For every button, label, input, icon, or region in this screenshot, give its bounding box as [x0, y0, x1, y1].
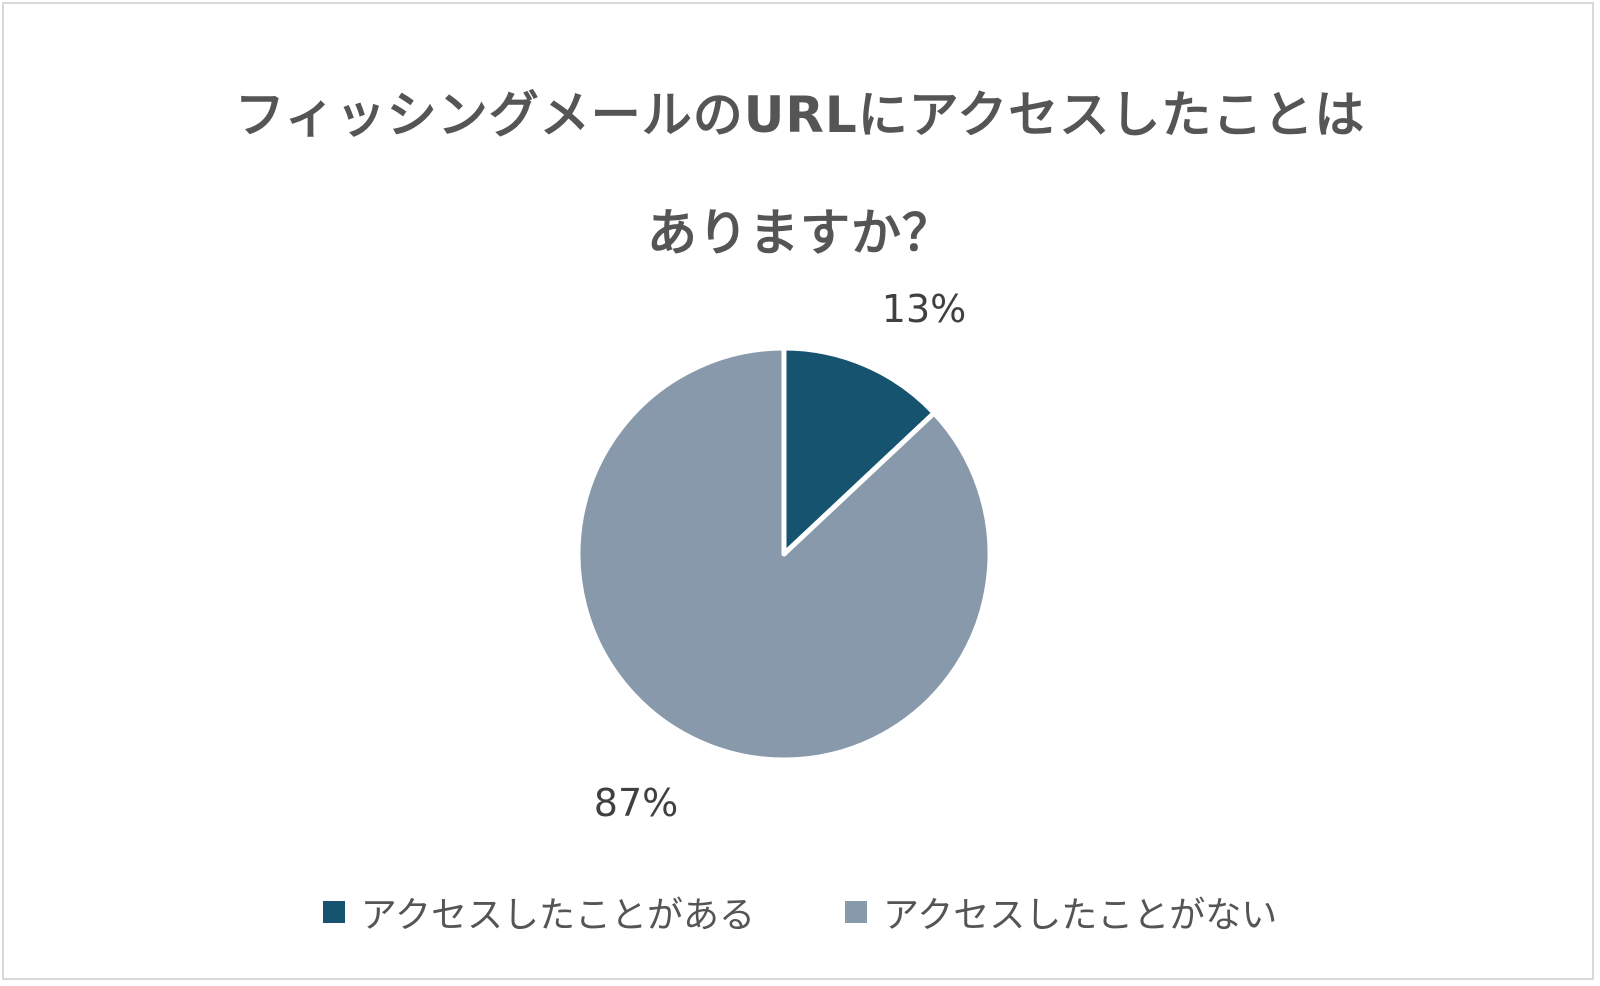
- legend-item-not-accessed: アクセスしたことがない: [845, 886, 1277, 938]
- chart-title-line-1: フィッシングメールのURLにアクセスしたことは: [234, 86, 1366, 144]
- pie-slice-accessed: [781, 345, 937, 557]
- legend-swatch-accessed: [322, 901, 345, 923]
- legend-label-accessed: アクセスしたことがある: [360, 895, 755, 936]
- legend-swatch-not-accessed: [845, 901, 867, 923]
- data-label-not-accessed: 87%: [594, 781, 678, 825]
- chart-legend: アクセスしたことがある アクセスしたことがない: [4, 886, 1596, 938]
- pie-data-labels: 13% 87%: [594, 287, 966, 825]
- data-label-accessed: 13%: [882, 287, 966, 331]
- pie-slices: [575, 345, 993, 763]
- chart-title: フィッシングメールのURLにアクセスしたことは ありますか？: [4, 56, 1596, 292]
- legend-item-accessed: アクセスしたことがある: [322, 886, 755, 938]
- pie-slice-not-accessed: [575, 345, 993, 763]
- chart-title-line-2: ありますか？: [647, 204, 953, 262]
- pie-chart: 13% 87%: [575, 287, 993, 825]
- legend-label-not-accessed: アクセスしたことがない: [883, 895, 1278, 936]
